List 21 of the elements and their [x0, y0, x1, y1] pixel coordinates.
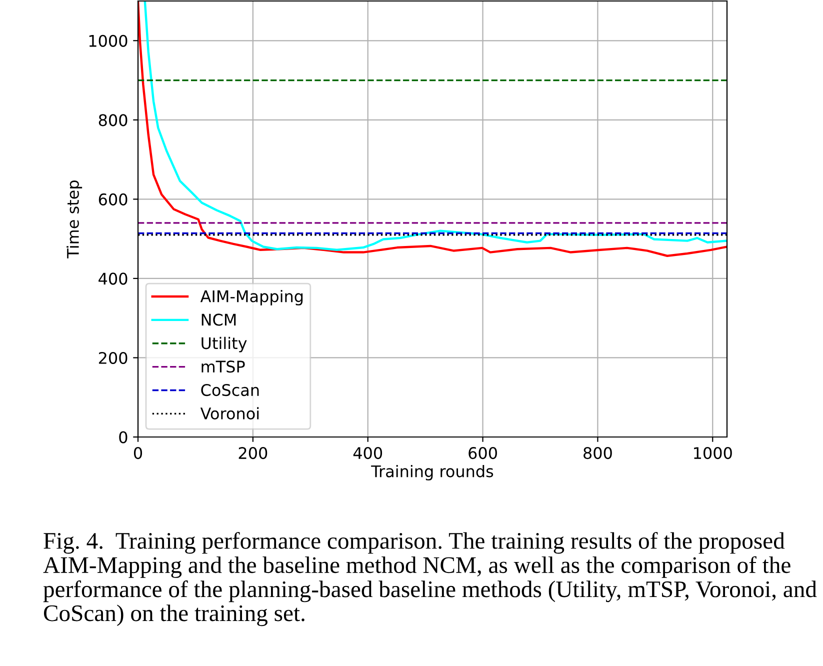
x-tick-label: 800 [584, 447, 612, 460]
y-tick-label: 600 [98, 193, 128, 206]
y-axis-title: Time step [66, 180, 82, 258]
y-tick-label: 1000 [89, 34, 128, 47]
x-tick-label: 600 [468, 447, 497, 460]
legend-label: AIM-Mapping [200, 290, 303, 306]
x-tick-label: 1000 [694, 447, 732, 460]
x-tick-label: 400 [353, 447, 382, 460]
y-tick-label: 0 [119, 431, 128, 444]
caption: Fig. 4. Training performance comparison. The training results of the proposed AIM-Mapping and the baseline method NCM, as well as the comparison of the performance of the planning-based baseline methods (Utility, mTSP, Voronoi, and CoScan) on the training set. [43, 532, 817, 626]
legend-label: Voronoi [200, 407, 259, 420]
y-tick-label: 800 [98, 114, 128, 126]
legend-label: Utility [202, 336, 247, 352]
y-tick-label: 400 [98, 272, 128, 285]
x-tick-label: 0 [134, 447, 142, 460]
legend-label: NCM [202, 314, 236, 326]
x-tick-label: 200 [238, 447, 268, 460]
y-tick-label: 200 [98, 352, 128, 364]
x-axis-title: Training rounds [371, 464, 494, 480]
legend-label: CoScan [201, 384, 259, 396]
legend-label: mTSP [202, 360, 245, 373]
